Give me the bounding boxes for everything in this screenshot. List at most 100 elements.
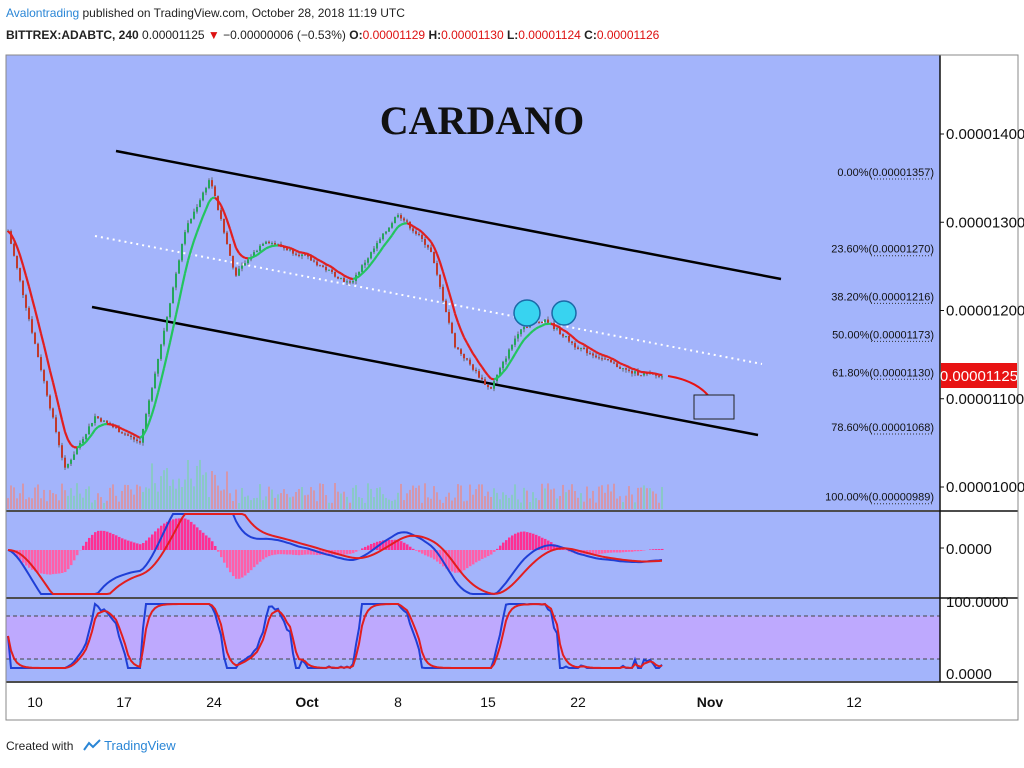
candle-body — [103, 420, 105, 422]
volume-bar — [337, 491, 339, 509]
macd-hist-bar — [553, 544, 556, 550]
macd-hist-bar — [238, 550, 241, 579]
macd-hist-bar — [169, 520, 172, 550]
macd-hist-bar — [46, 550, 49, 575]
volume-bar — [127, 485, 129, 509]
ema-segment — [484, 370, 489, 377]
ema-segment — [559, 326, 564, 331]
candle-body — [139, 441, 141, 443]
ema-segment — [136, 435, 141, 439]
ema-segment — [574, 338, 579, 343]
tradingview-brand[interactable]: TradingView — [104, 738, 176, 753]
candle-body — [526, 326, 528, 328]
macd-hist-bar — [148, 537, 151, 550]
price-pane[interactable] — [6, 55, 940, 510]
candle-body — [40, 357, 42, 371]
channel-lower-line[interactable] — [91, 305, 759, 437]
volume-bar — [307, 494, 309, 509]
volume-bar — [400, 483, 402, 509]
candle-body — [481, 377, 483, 380]
ema-segment — [355, 275, 360, 279]
candle-body — [445, 300, 447, 313]
ema-segment — [310, 254, 315, 259]
publish-info: Avalontrading published on TradingView.c… — [6, 6, 405, 20]
macd-hist-bar — [631, 550, 634, 552]
target-box[interactable] — [693, 394, 735, 420]
volume-bar — [370, 488, 372, 509]
candle-body — [631, 370, 633, 374]
volume-bar — [421, 502, 423, 509]
macd-hist-bar — [190, 521, 193, 550]
fib-level-label: 23.60%(0.00001270) — [831, 244, 934, 256]
channel-upper-line[interactable] — [115, 149, 782, 281]
channel-midline[interactable] — [94, 235, 763, 365]
ema-segment — [499, 371, 504, 377]
ema-segment — [361, 270, 366, 275]
ema-segment — [502, 368, 507, 373]
author-name[interactable]: Avalontrading — [6, 6, 80, 20]
candle-body — [343, 278, 345, 282]
symbol-label[interactable]: BITTREX:ADABTC, 240 — [6, 28, 139, 42]
macd-hist-bar — [70, 550, 73, 566]
macd-hist-bar — [421, 550, 424, 554]
volume-bar — [37, 484, 39, 509]
volume-bar — [418, 485, 420, 509]
candle-body — [46, 381, 48, 396]
candle-body — [169, 303, 171, 318]
price-axis[interactable]: 0.00001400 0.00001300 0.00001200 0.00001100… — [940, 126, 1024, 496]
ema-segment — [435, 253, 442, 263]
ema-segment — [168, 328, 175, 343]
ema-segment — [514, 348, 519, 355]
candle-body — [112, 425, 114, 428]
candle-body — [331, 269, 333, 272]
ema-segment — [391, 230, 396, 236]
candle-body — [202, 192, 204, 201]
volume-bar — [319, 483, 321, 509]
macd-hist-bar — [292, 550, 295, 555]
candle-body — [418, 233, 420, 235]
candle-body — [589, 353, 591, 355]
volume-bar — [76, 483, 78, 509]
open-label: O: — [349, 28, 363, 42]
fib-levels: 0.00%(0.00001357) 23.60%(0.00001270) 38.20… — [825, 167, 934, 505]
ema-segment — [430, 241, 435, 248]
time-axis[interactable]: 10 17 24 Oct 8 15 22 Nov 12 — [27, 694, 862, 710]
volume-bar — [196, 465, 198, 509]
ema-segment — [406, 222, 411, 226]
time-tick-label: 10 — [27, 694, 43, 710]
highlight-circle-2[interactable] — [551, 300, 577, 326]
volume-bar — [607, 484, 609, 509]
macd-hist-bar — [349, 550, 352, 554]
ema-segment — [376, 250, 381, 257]
highlight-circle-1[interactable] — [513, 299, 541, 327]
candle-body — [61, 445, 63, 458]
volume-bar — [172, 479, 174, 509]
volume-bar — [460, 485, 462, 509]
candle-body — [235, 267, 237, 276]
ema-segment — [453, 313, 460, 323]
volume-bar — [169, 485, 171, 509]
ema-segment — [601, 353, 606, 357]
macd-signal-line — [7, 513, 663, 595]
volume-bar — [148, 488, 150, 509]
volume-bar — [589, 498, 591, 509]
ema-segment — [595, 350, 600, 355]
candle-body — [181, 243, 183, 261]
macd-hist-bar — [58, 550, 61, 574]
macd-hist-bar — [442, 550, 445, 567]
ema-segment — [319, 259, 324, 264]
candle-body — [574, 343, 576, 348]
macd-hist-bar — [271, 550, 274, 556]
volume-bar — [469, 484, 471, 509]
volume-bar — [610, 491, 612, 509]
macd-hist-bar — [556, 545, 559, 550]
volume-bar — [559, 495, 561, 509]
candle-body — [247, 259, 249, 264]
volume-bar — [292, 496, 294, 509]
candle-body — [136, 439, 138, 442]
macd-hist-bar — [652, 549, 655, 550]
ema-segment — [150, 403, 157, 415]
candle-body — [28, 307, 30, 320]
volume-bar — [547, 483, 549, 509]
